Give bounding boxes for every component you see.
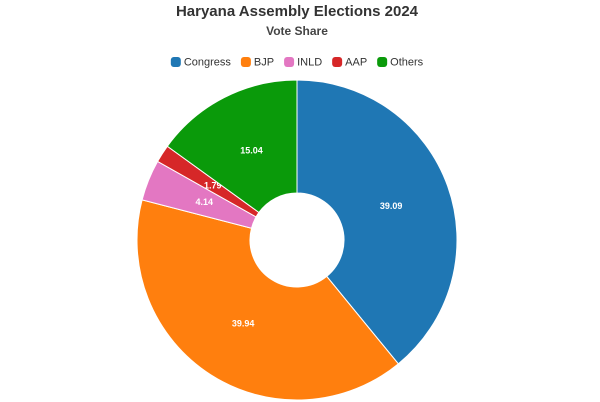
legend-label: Congress — [184, 56, 232, 68]
legend-item[interactable]: Congress — [170, 56, 232, 68]
legend-item[interactable]: AAP — [332, 56, 367, 68]
legend-swatch — [170, 57, 181, 67]
chart-subtitle: Vote Share — [266, 24, 328, 38]
legend-swatch — [377, 57, 388, 67]
slice — [136, 199, 399, 401]
legend-swatch — [332, 57, 343, 67]
legend-item[interactable]: BJP — [240, 56, 274, 68]
legend-item[interactable]: Others — [377, 56, 424, 68]
legend-swatch — [284, 57, 295, 67]
legend: Congress BJP INLD AAP Others — [170, 56, 424, 68]
legend-label: Others — [390, 56, 424, 68]
legend-label: AAP — [345, 56, 367, 68]
data-label: 39.09 — [380, 201, 403, 211]
slice — [166, 79, 298, 214]
data-label: 1.79 — [204, 180, 222, 190]
slice — [296, 79, 458, 365]
data-label: 4.14 — [195, 197, 213, 207]
legend-label: INLD — [297, 56, 322, 68]
data-label: 39.94 — [232, 319, 255, 329]
legend-swatch — [240, 57, 251, 67]
legend-item[interactable]: INLD — [284, 56, 322, 68]
chart-title: Haryana Assembly Elections 2024 — [176, 3, 419, 20]
data-label: 15.04 — [240, 145, 263, 155]
legend-label: BJP — [254, 56, 274, 68]
